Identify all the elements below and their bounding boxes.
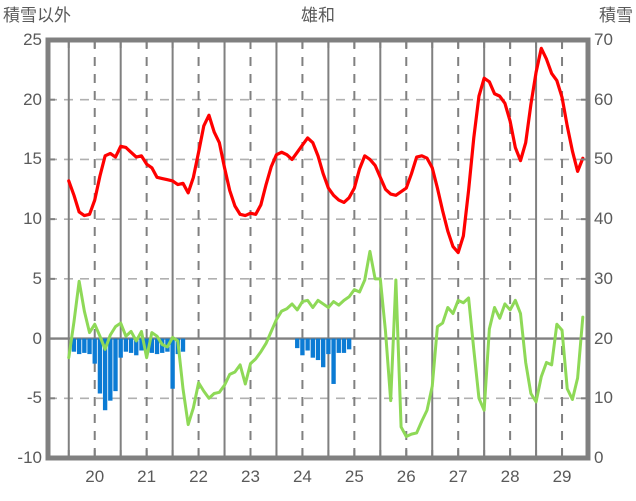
- right-tick-label: 70: [594, 30, 613, 49]
- left-axis-title: 積雪以外: [3, 6, 71, 25]
- snow-bar: [170, 338, 175, 389]
- snow-bar: [154, 338, 160, 355]
- x-tick-label: 25: [344, 467, 364, 486]
- right-tick-label: 0: [594, 448, 604, 467]
- right-tick-label: 30: [594, 268, 613, 288]
- left-tick-label: 0: [32, 328, 42, 348]
- x-tick-label: 23: [241, 467, 260, 486]
- left-tick-label: -5: [26, 388, 42, 408]
- x-tick-label: 21: [137, 467, 157, 486]
- snow-bar: [315, 338, 321, 361]
- snow-bar: [321, 338, 326, 368]
- snow-bar: [118, 338, 123, 358]
- gridlines: [48, 40, 588, 458]
- snow-bar: [97, 338, 103, 394]
- snow-bar: [144, 338, 149, 352]
- snow-bar: [331, 338, 336, 384]
- snow-bar: [149, 338, 155, 353]
- snow-bar: [300, 338, 305, 356]
- snow-bar: [108, 338, 113, 401]
- left-tick-label: -10: [17, 448, 42, 467]
- x-tick-label: 20: [85, 467, 105, 486]
- x-tick-label: 22: [189, 467, 209, 486]
- snow-bar: [82, 338, 87, 353]
- right-tick-label: 10: [594, 388, 613, 408]
- snow-bar: [87, 338, 92, 355]
- snow-bar: [295, 338, 300, 349]
- x-tick-label: 27: [448, 467, 468, 486]
- snow-bar: [139, 338, 144, 351]
- nonsnow_precip-line: [67, 249, 585, 438]
- right-tick-label: 40: [594, 209, 613, 229]
- snow-bar: [310, 338, 315, 358]
- left-tick-label: 25: [23, 30, 42, 49]
- temperature-line: [67, 46, 585, 255]
- snow-bar: [113, 338, 118, 392]
- tick-marks: [48, 39, 589, 459]
- snow-bar: [123, 338, 129, 352]
- x-tick-label: 26: [396, 467, 416, 486]
- snow-bar: [346, 338, 352, 350]
- snow-bar: [341, 338, 347, 353]
- x-tick-label: 29: [552, 467, 572, 486]
- snow-bar: [128, 338, 134, 353]
- snow-bar: [71, 338, 77, 352]
- chart-title: 雄和: [301, 6, 335, 25]
- x-tick-label: 24: [292, 467, 312, 486]
- snow-bar: [92, 338, 97, 364]
- snow-bar: [305, 338, 310, 351]
- snow-bar: [180, 338, 186, 352]
- left-tick-label: 5: [32, 268, 42, 288]
- right-tick-label: 20: [594, 328, 613, 348]
- right-axis-title: 積雪: [599, 6, 633, 25]
- snow-bar: [336, 338, 341, 353]
- right-tick-label: 50: [594, 149, 613, 169]
- left-tick-label: 10: [23, 209, 42, 229]
- left-tick-label: 15: [23, 149, 42, 169]
- plot-frame: [45, 37, 591, 461]
- snow-bar: [102, 338, 108, 411]
- snow-bar: [76, 338, 82, 355]
- snow-bar: [134, 338, 139, 356]
- series-layer: [67, 46, 585, 438]
- snow-bar: [326, 338, 331, 355]
- right-tick-label: 60: [594, 89, 613, 109]
- x-tick-label: 28: [500, 467, 520, 486]
- left-tick-label: 20: [23, 89, 42, 109]
